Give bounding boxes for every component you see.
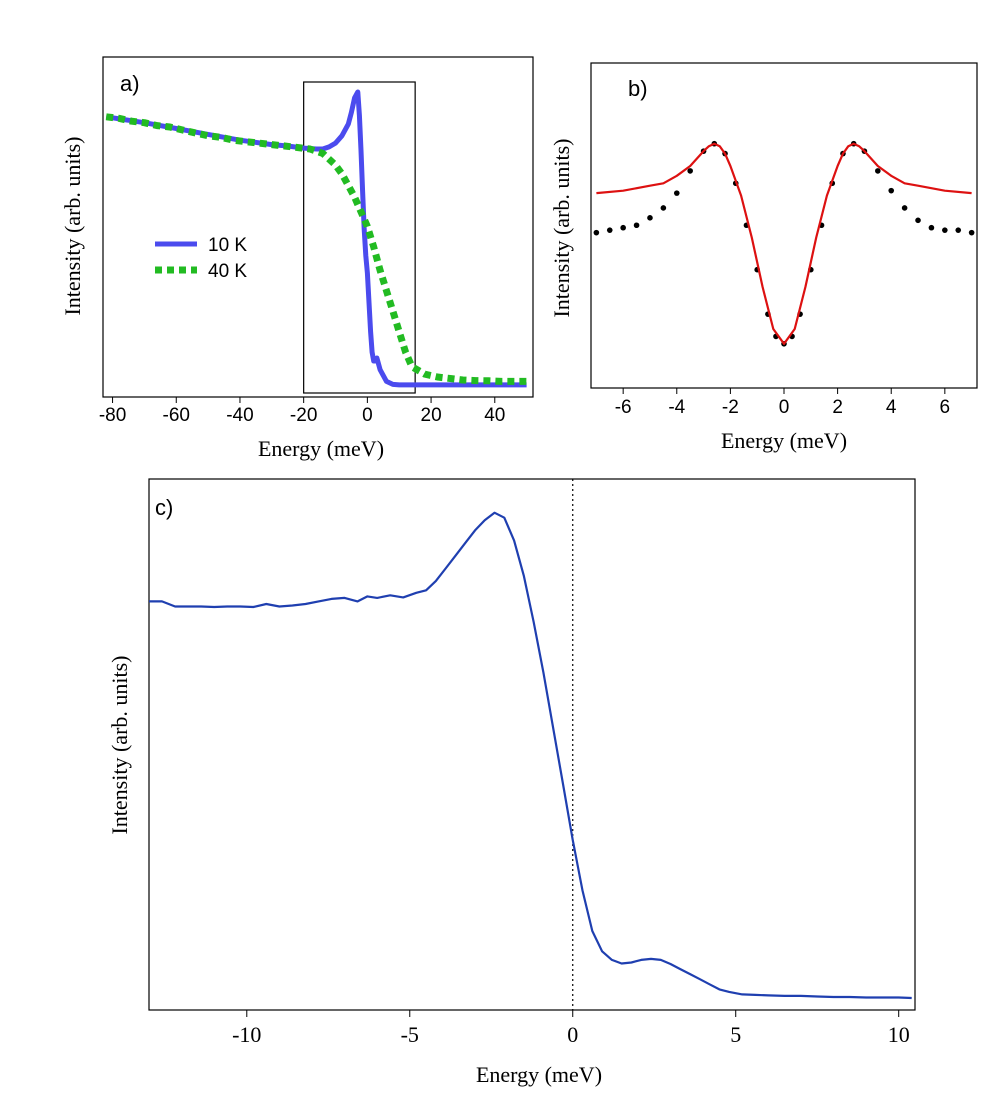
panel-b-series-data-point xyxy=(942,227,948,233)
panel-a-xtick-label: -60 xyxy=(163,405,190,426)
panel-b-series-data-point xyxy=(660,205,667,211)
panel-b-series-data-point xyxy=(606,227,613,233)
panel-c-series xyxy=(149,479,912,1010)
panel-b-series-fit xyxy=(596,142,972,345)
panel-a-series-40-k xyxy=(105,113,527,385)
panel-a-x-ticks: -80 -60 -40 -20 0 20 40 xyxy=(99,397,505,426)
panel-b-series-data-point xyxy=(875,168,881,174)
panel-b-x-ticks: -6 -4 -2 0 2 4 6 xyxy=(615,388,950,418)
panel-b-series-data-point xyxy=(901,205,908,211)
panel-c-xtick-label: -5 xyxy=(401,1022,419,1047)
panel-b-xlabel: Energy (meV) xyxy=(721,428,847,453)
panel-b-xtick-label: 0 xyxy=(779,397,790,418)
panel-a-xtick-label: 20 xyxy=(421,405,442,426)
panel-c: Intensity (arb. units) Energy (meV) c) -… xyxy=(107,478,916,1087)
panel-a-xtick-label: 40 xyxy=(484,405,505,426)
panel-b-xtick-label: -4 xyxy=(668,397,685,418)
panel-a-xtick-label: -80 xyxy=(99,405,126,426)
panel-c-x-ticks: -10 -5 0 5 10 xyxy=(232,1010,910,1047)
panel-c-series-spectrum xyxy=(149,511,912,1000)
panel-b-series-data-point xyxy=(687,168,693,174)
panel-b-series-data-point xyxy=(673,190,680,196)
panel-b-xtick-label: 2 xyxy=(832,397,843,418)
panel-c-label: c) xyxy=(155,495,173,520)
panel-c-frame xyxy=(148,478,916,1011)
panel-c-xtick-label: 0 xyxy=(567,1022,578,1047)
panel-c-ylabel: Intensity (arb. units) xyxy=(107,655,132,834)
panel-a-xtick-label: 0 xyxy=(362,405,373,426)
panel-b-ylabel: Intensity (arb. units) xyxy=(549,138,574,317)
panel-b-frame xyxy=(590,62,978,389)
panel-a-xlabel: Energy (meV) xyxy=(258,436,384,461)
panel-b-xtick-label: 4 xyxy=(886,397,897,418)
legend-label-40k: 40 K xyxy=(208,261,247,282)
panel-b-series-data-point xyxy=(955,227,962,233)
panel-b-series-data-point xyxy=(928,224,935,231)
panel-c-xtick-label: 10 xyxy=(888,1022,910,1047)
panel-b-series-data-point xyxy=(915,217,921,224)
panel-b-xtick-label: -6 xyxy=(615,397,632,418)
panel-a-legend: 10 K 40 K xyxy=(155,235,247,282)
panel-b-series-data-point xyxy=(888,187,895,194)
panel-b-xtick-label: 6 xyxy=(940,397,951,418)
panel-b-series-data-point xyxy=(620,224,626,231)
panel-b-xtick-label: -2 xyxy=(722,397,739,418)
panel-c-xtick-label: -10 xyxy=(232,1022,261,1047)
panel-a-ylabel: Intensity (arb. units) xyxy=(60,136,85,315)
legend-label-10k: 10 K xyxy=(208,235,247,256)
panel-a-xtick-label: -20 xyxy=(290,405,317,426)
panel-a-xtick-label: -40 xyxy=(226,405,253,426)
panel-b-series-data-point xyxy=(633,222,640,229)
panel-a-series xyxy=(105,89,527,388)
panel-b-series xyxy=(593,140,975,347)
panel-b: Intensity (arb. units) Energy (meV) b) -… xyxy=(549,62,978,453)
panel-b-series-data-point xyxy=(593,229,600,236)
panel-a-label: a) xyxy=(120,71,140,96)
panel-b-series-data-point xyxy=(968,229,975,236)
panel-b-label: b) xyxy=(628,76,648,101)
panel-c-xtick-label: 5 xyxy=(730,1022,741,1047)
panel-a: Intensity (arb. units) Energy (meV) a) -… xyxy=(60,56,534,461)
panel-b-series-data-point xyxy=(647,215,653,221)
panel-c-xlabel: Energy (meV) xyxy=(476,1062,602,1087)
panel-a-frame xyxy=(102,56,534,398)
panel-a-series-10-k xyxy=(105,89,527,388)
panel-a-zoom-box xyxy=(303,81,416,394)
